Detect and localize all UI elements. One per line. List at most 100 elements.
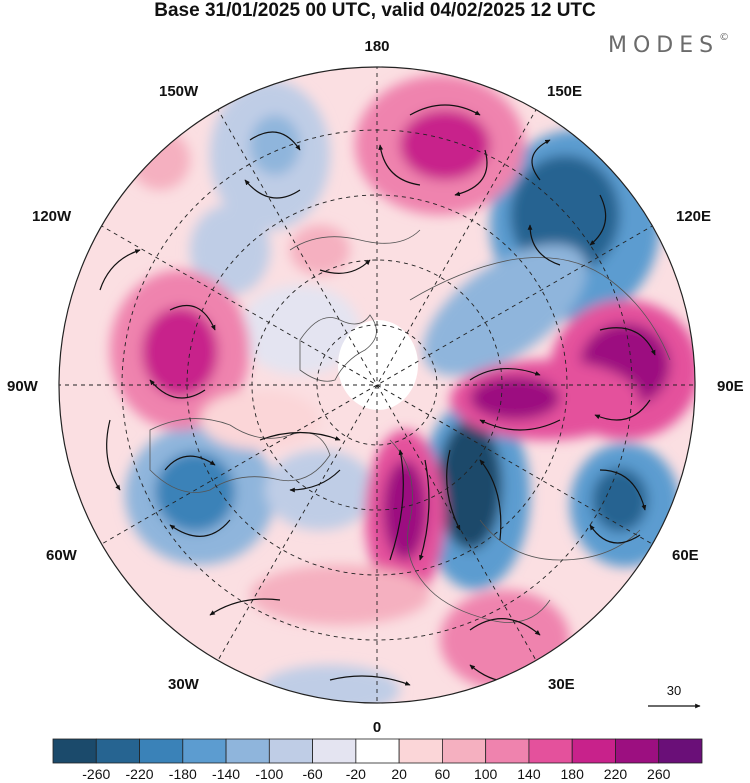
wind-arrow [378,144,421,186]
wind-arrow [589,194,607,246]
anomaly-neg-120w [190,205,270,295]
wind-arrow [99,249,141,291]
wind-arrow [169,519,231,537]
colorbar-swatch [441,738,487,764]
colorbar-tick-label: 180 [561,766,585,782]
wind-arrow [589,524,641,544]
meridian-120e-60w [99,224,655,546]
anomaly-pos-160w [130,130,190,190]
wind-arrow [479,459,502,541]
colorbar-tick-label: 60 [435,766,451,782]
wind-arrow [454,149,488,197]
polar-cap [338,320,418,410]
brand-mark: © [719,31,730,43]
lon-label-120w: 120W [32,208,72,225]
wind-arrow [149,379,206,399]
colorbar-tick-label: -260 [82,766,110,782]
wind-arrow [289,469,341,493]
colorbar-swatch [658,738,703,764]
colorbar-swatch [52,738,97,764]
colorbar-swatch [312,738,357,764]
colorbar-swatch [398,738,443,764]
colorbar-swatch [355,738,400,764]
lon-label-180: 180 [364,38,389,55]
lon-label-60e: 60E [672,547,699,564]
colorbar-swatch [485,738,530,764]
anomaly-neg-south [260,665,400,703]
lon-label-30w: 30W [168,676,200,693]
colorbar-swatch [139,738,184,764]
anomaly-neg-60e-core [592,468,648,532]
colorbar-tick-label: 100 [474,766,498,782]
colorbar-swatch [268,738,314,764]
wind-arrow [249,131,301,151]
anomaly-pos-150e-core [400,110,490,180]
anomaly-pos-90w-core [142,307,218,397]
wind-arrow [599,469,647,511]
anomaly-neg-60w-core [155,452,235,532]
meridian-150e-30w [216,107,538,663]
anomaly-pos-0e-core [383,460,427,560]
colorbar-tick-label: -60 [302,766,322,782]
wind-vectors [99,104,656,686]
alaska-coast [289,229,421,251]
wind-arrow [594,399,651,421]
wind-arrow [531,139,551,181]
siberia-coast [409,257,671,361]
wind-arrow [164,455,216,471]
anomaly-neg-45e-core [438,420,502,550]
lon-label-30e: 30E [548,676,575,693]
colorbar-tick-label: 20 [391,766,407,782]
anomaly-pos-75e-core [470,376,560,420]
anomaly-weak-pos [200,390,320,450]
greenland-coast [299,314,377,382]
graticule [59,67,695,703]
colorbar-tick-label: -100 [255,766,283,782]
colorbar-tick-label: -220 [126,766,154,782]
lon-label-60w: 60W [46,547,78,564]
coastlines [149,229,671,623]
anomaly-weak-neg [240,285,360,375]
meridian-120w-60e [99,224,655,546]
modes-logo: MODES© [608,31,730,58]
colorbar-swatch [182,738,227,764]
brand-text: MODES [608,33,720,58]
wind-arrow [169,304,216,331]
wind-arrow [527,224,561,266]
lon-label-120e: 120E [676,208,711,225]
anomaly-pos-south [250,565,430,625]
colorbar-swatch [615,738,660,764]
wind-arrow [469,618,541,636]
colorbar-tick-label: 220 [604,766,628,782]
wind-arrow [419,459,430,561]
map-disc [59,67,695,703]
wind-arrow [599,327,656,356]
colorbar-tick-label: -180 [169,766,197,782]
wind-arrow [389,449,404,561]
lon-label-150w: 150W [159,83,199,100]
wind-arrow [479,419,561,431]
lon-label-90w: 90W [7,378,39,395]
colorbar-tick-label: -20 [346,766,366,782]
colorbar-swatch [571,738,616,764]
map-title: Base 31/01/2025 00 UTC, valid 04/02/2025… [154,0,596,21]
anomaly-neg-150w-core [250,115,300,175]
reference-vector-label: 30 [667,683,681,698]
colorbar-swatch [95,738,140,764]
colorbar-tick-label: -140 [212,766,240,782]
map-boundary [58,66,696,704]
wind-arrow [469,367,541,381]
wind-arrow [244,179,301,199]
anomaly-neg-arm [423,244,587,376]
europe-coast [389,439,551,623]
wind-arrow [209,598,281,616]
colorbar: -260 -220 -180 -140 -100 -60 -20 20 60 100 140 180 2… [52,738,703,782]
latitude-circle-60 [186,194,568,576]
wind-arrow [259,431,341,441]
colorbar-swatch [528,738,573,764]
wind-arrow [106,419,121,491]
anomaly-pos-180 [290,225,350,275]
wind-arrow [446,449,461,531]
north-america-coast [149,418,331,493]
